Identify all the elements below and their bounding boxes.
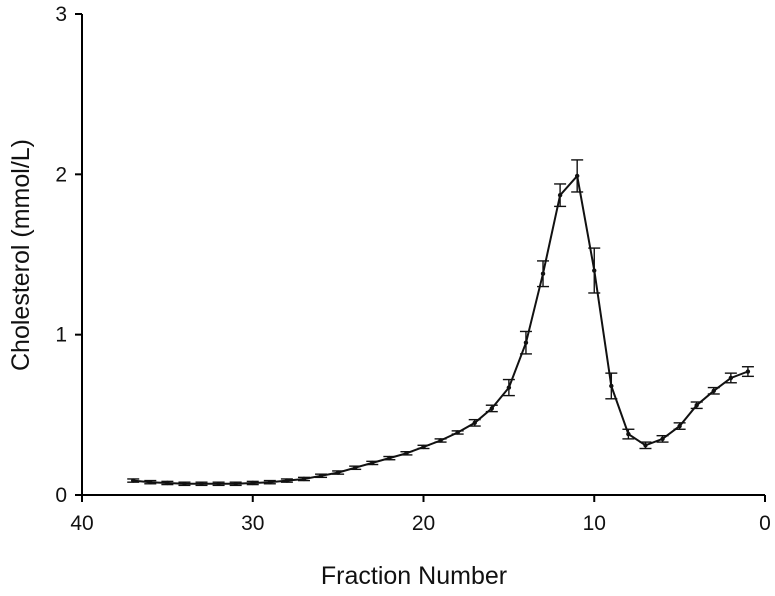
data-point xyxy=(489,406,494,411)
series-line xyxy=(133,173,749,485)
data-point xyxy=(523,340,529,345)
x-tick-label: 30 xyxy=(241,512,264,535)
data-point xyxy=(301,476,307,482)
data-point xyxy=(438,438,443,443)
data-point xyxy=(233,481,238,486)
x-tick-label: 40 xyxy=(70,512,93,535)
data-point xyxy=(284,478,290,483)
data-point xyxy=(745,369,751,374)
y-axis-label: Cholesterol (mmol/L) xyxy=(7,139,35,371)
data-point xyxy=(592,268,597,273)
x-tick-label: 0 xyxy=(759,512,771,535)
data-point xyxy=(250,480,255,486)
y-tick-label: 3 xyxy=(55,3,67,26)
data-point xyxy=(506,385,512,390)
data-point xyxy=(626,431,631,437)
x-axis-label: Fraction Number xyxy=(321,562,507,590)
data-point xyxy=(335,470,341,475)
data-point xyxy=(694,403,699,408)
data-point xyxy=(660,436,665,442)
data-point xyxy=(455,430,460,435)
data-point xyxy=(318,473,324,478)
data-point xyxy=(609,383,614,389)
data-point xyxy=(421,444,426,450)
data-point xyxy=(387,455,392,461)
data-point xyxy=(557,192,563,198)
data-point xyxy=(711,388,716,393)
data-point xyxy=(199,481,204,486)
y-tick-label: 2 xyxy=(55,163,67,186)
x-ticks: 40 30 20 10 0 xyxy=(70,495,771,535)
y-tick-label: 1 xyxy=(55,324,67,347)
data-point xyxy=(643,443,648,448)
data-point xyxy=(165,480,170,486)
y-ticks: 0 1 2 3 xyxy=(55,3,82,507)
plot-area xyxy=(127,159,754,487)
data-point xyxy=(148,479,153,485)
data-point xyxy=(370,460,375,466)
data-point xyxy=(472,420,477,426)
data-point xyxy=(216,481,221,486)
data-point xyxy=(131,478,136,483)
x-tick-label: 10 xyxy=(583,512,606,535)
data-point xyxy=(267,479,273,485)
data-point xyxy=(540,271,546,276)
data-point xyxy=(353,465,358,470)
y-tick-label: 0 xyxy=(55,484,67,507)
data-point xyxy=(404,451,409,456)
x-tick-label: 20 xyxy=(412,512,435,535)
data-point xyxy=(728,375,734,381)
data-point xyxy=(574,173,580,179)
data-point xyxy=(182,481,187,486)
data-point xyxy=(677,423,682,429)
